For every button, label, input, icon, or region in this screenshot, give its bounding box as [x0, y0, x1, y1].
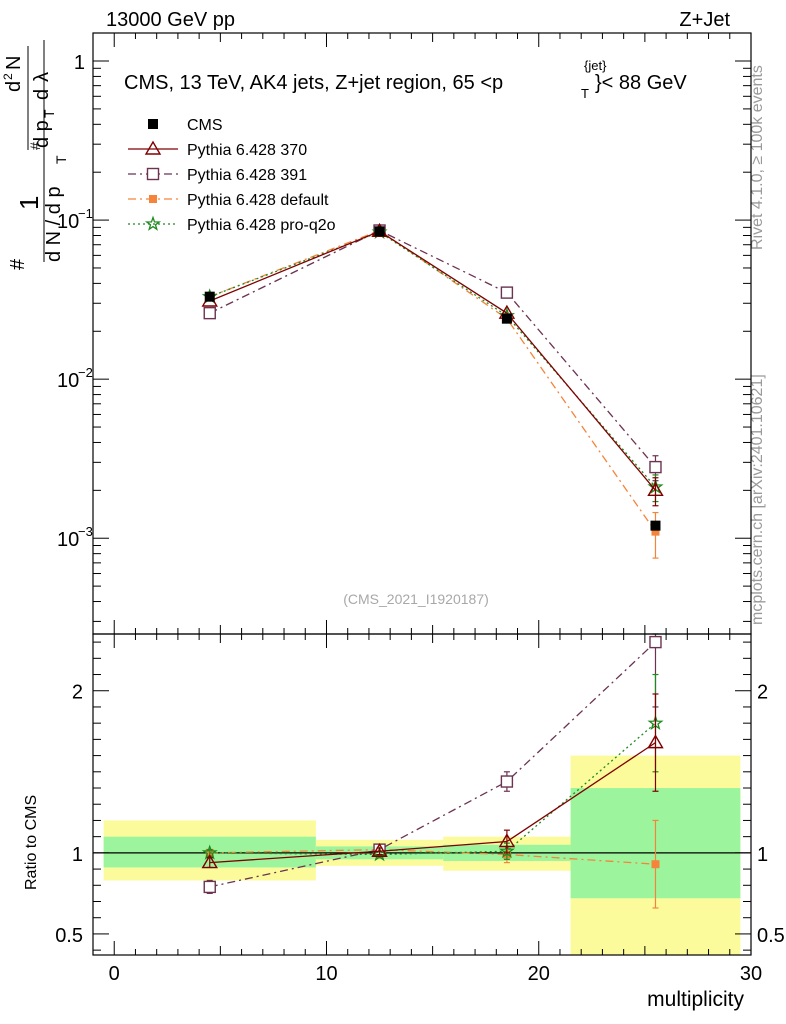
svg-text:T: T: [53, 155, 69, 164]
legend-label-pythia-6-428-default: Pythia 6.428 default: [187, 192, 329, 209]
svg-text:1: 1: [14, 196, 44, 210]
main-line-pythia-6-428-pro-q2o: [209, 231, 656, 488]
legend: CMS Pythia 6.428 370 Pythia 6.428 391 Pythi…: [128, 117, 336, 234]
analysis-watermark: (CMS_2021_I1920187): [343, 591, 489, 607]
main-point-cms: [204, 291, 215, 302]
svg-text:d p: d p: [31, 120, 53, 148]
main-point-pythia-6-428-default: [651, 527, 660, 536]
ratio-point-pythia-6-428-391: [649, 635, 662, 649]
main-y-tick-label: 10: [57, 529, 79, 551]
ratio-point-pythia-6-428-370: [647, 734, 664, 749]
svg-text:N: N: [3, 56, 25, 70]
main-y-tick-exponent: −1: [78, 206, 93, 221]
ratio-line-pythia-6-428-default: [209, 848, 656, 865]
main-point-pythia-6-428-391: [649, 460, 662, 474]
ratio-y-tick-label: 1: [72, 844, 83, 866]
header-process: Z+Jet: [679, 9, 730, 31]
ratio-line-pythia-6-428-pro-q2o: [209, 722, 656, 856]
rivet-label: Rivet 4.1.0, ≥ 100k events: [749, 65, 766, 250]
svg-text:T: T: [41, 109, 57, 118]
ratio-y-tick-label-right: 1: [757, 844, 768, 866]
svg-text:T: T: [581, 86, 589, 101]
svg-text:{jet}: {jet}: [584, 58, 607, 73]
header-energy: 13000 GeV pp: [106, 9, 235, 31]
main-point-pythia-6-428-391: [203, 306, 216, 320]
mcplots-label: mcplots.cern.ch [arXiv:2401.10621]: [749, 374, 766, 625]
svg-text:CMS, 13 TeV, AK4 jets, Z+jet r: CMS, 13 TeV, AK4 jets, Z+jet region, 65 …: [124, 72, 503, 94]
main-line-pythia-6-428-default: [209, 229, 657, 533]
main-point-cms: [374, 226, 385, 237]
svg-text:d N / d p: d N / d p: [43, 186, 65, 262]
ratio-y-axis-label: Ratio to CMS: [23, 795, 40, 890]
main-y-tick-label: 10: [57, 211, 79, 233]
svg-text:#: #: [7, 258, 29, 270]
ratio-y-tick-label: 0.5: [55, 925, 83, 947]
legend-marker-pythia-6-428-391: [146, 167, 160, 181]
main-y-axis-label: # 1 d N / d p T # d 2 N d p T d λ: [1, 40, 69, 270]
legend-marker-pythia-6-428-pro-q2o: [144, 215, 162, 231]
main-point-cms: [650, 520, 661, 531]
legend-label-cms: CMS: [187, 117, 223, 134]
main-point-pythia-6-428-391: [500, 286, 514, 299]
legend-label-pythia-6-428-pro-q2o: Pythia 6.428 pro-q2o: [187, 217, 336, 234]
legend-label-pythia-6-428-391: Pythia 6.428 391: [187, 167, 307, 184]
x-tick-label: 30: [740, 963, 762, 985]
legend-label-pythia-6-428-370: Pythia 6.428 370: [187, 142, 307, 159]
legend-marker-pythia-6-428-370: [144, 140, 162, 155]
plot-title: CMS, 13 TeV, AK4 jets, Z+jet region, 65 …: [124, 58, 687, 101]
main-y-tick-label: 10: [57, 370, 79, 392]
main-y-tick-exponent: −3: [78, 524, 93, 539]
svg-text:d: d: [31, 89, 53, 100]
x-tick-label: 20: [528, 963, 550, 985]
ratio-point-pythia-6-428-default: [651, 860, 660, 869]
svg-text:d: d: [3, 81, 25, 92]
svg-text:}< 88 GeV: }< 88 GeV: [595, 72, 687, 94]
ratio-point-pythia-6-428-370: [371, 842, 388, 857]
main-y-tick-label: 1: [74, 52, 85, 74]
ratio-line-pythia-6-428-391: [209, 641, 656, 888]
ratio-point-pythia-6-428-391: [203, 880, 216, 894]
x-tick-label: 0: [109, 963, 120, 985]
ratio-point-pythia-6-428-pro-q2o: [498, 842, 515, 859]
ratio-line-pythia-6-428-370: [209, 742, 656, 864]
svg-text:#: #: [27, 142, 43, 150]
main-line-pythia-6-428-370: [209, 230, 656, 491]
svg-text:λ: λ: [31, 72, 53, 82]
ratio-point-pythia-6-428-370: [498, 833, 516, 848]
main-line-pythia-6-428-391: [209, 229, 656, 468]
x-axis-label: multiplicity: [647, 988, 744, 1011]
ratio-y-tick-label-right: 0.5: [757, 925, 785, 947]
main-y-tick-exponent: −2: [78, 365, 93, 380]
ratio-frame: [92, 633, 752, 956]
ratio-point-pythia-6-428-391: [500, 775, 514, 788]
main-point-cms: [501, 313, 512, 324]
legend-marker-cms: [148, 119, 158, 129]
ratio-y-tick-label: 2: [72, 682, 83, 704]
main-point-pythia-6-428-370: [647, 481, 664, 497]
ratio-y-tick-label-right: 2: [757, 682, 768, 704]
x-tick-label: 10: [315, 963, 337, 985]
legend-marker-pythia-6-428-default: [149, 195, 157, 203]
svg-text:2: 2: [1, 73, 15, 80]
ratio-point-pythia-6-428-370: [201, 854, 218, 869]
